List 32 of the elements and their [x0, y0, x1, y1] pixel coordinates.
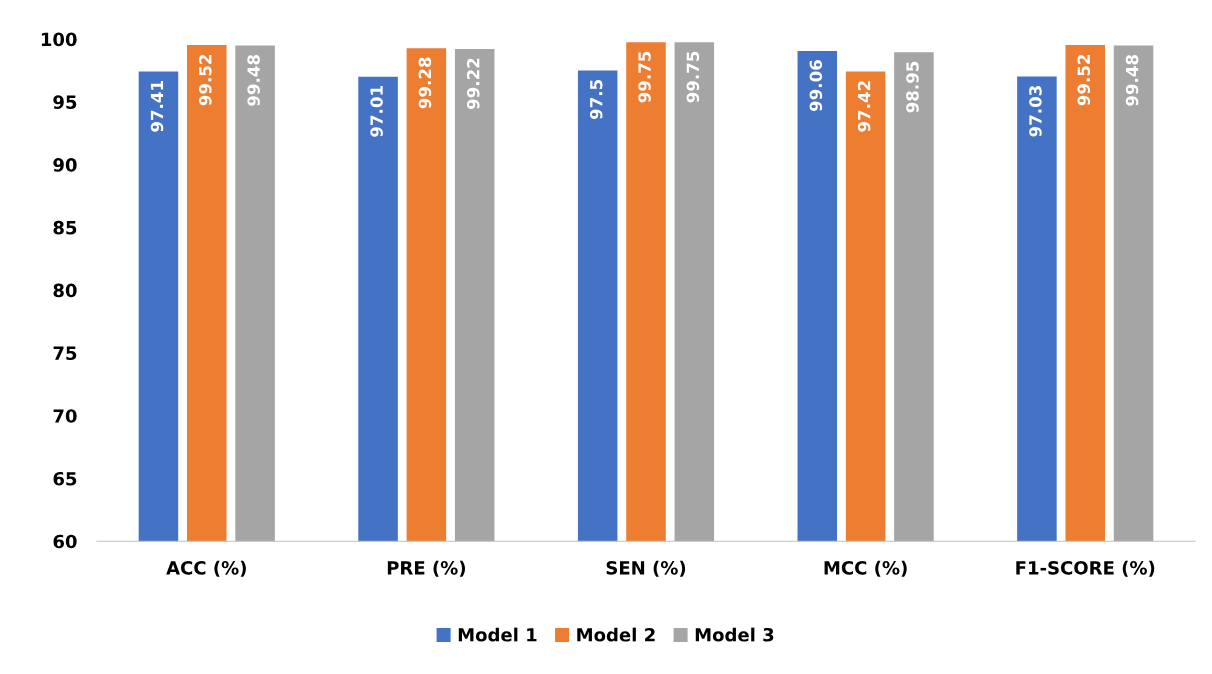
- data-label: 97.01: [370, 86, 383, 137]
- x-tick-label: SEN (%): [606, 560, 686, 577]
- x-tick-label: MCC (%): [824, 560, 907, 577]
- data-label: 99.22: [466, 58, 480, 110]
- y-tick-label: 70: [53, 409, 77, 423]
- y-tick-label: 85: [53, 220, 77, 235]
- data-label: 99.52: [1077, 54, 1091, 106]
- data-label: 97.41: [150, 81, 164, 132]
- y-tick-label: 90: [53, 158, 77, 172]
- data-label: 97.03: [1029, 86, 1042, 137]
- legend-label: Model 1: [458, 627, 537, 642]
- data-label: 97.5: [589, 79, 603, 120]
- data-label: 99.06: [809, 60, 823, 112]
- x-tick-label: PRE (%): [387, 560, 465, 577]
- legend-label: Model 3: [695, 627, 774, 642]
- data-label: 99.52: [199, 54, 212, 106]
- legend-label: Model 2: [577, 627, 655, 642]
- data-label: 97.42: [857, 81, 871, 132]
- data-label: 99.48: [247, 54, 260, 106]
- data-label: 99.75: [638, 51, 651, 103]
- y-tick-label: 65: [53, 471, 77, 486]
- y-tick-label: 60: [53, 534, 77, 549]
- data-label: 98.95: [906, 61, 919, 113]
- y-tick-label: 75: [53, 346, 77, 361]
- data-label: 99.75: [686, 51, 700, 103]
- data-label: 99.48: [1125, 54, 1139, 106]
- y-tick-label: 100: [41, 32, 77, 47]
- y-tick-label: 95: [53, 95, 77, 109]
- x-tick-label: F1-SCORE (%): [1016, 560, 1155, 577]
- x-tick-label: ACC (%): [166, 560, 246, 577]
- y-tick-label: 80: [53, 283, 77, 298]
- data-label: 99.28: [418, 57, 432, 109]
